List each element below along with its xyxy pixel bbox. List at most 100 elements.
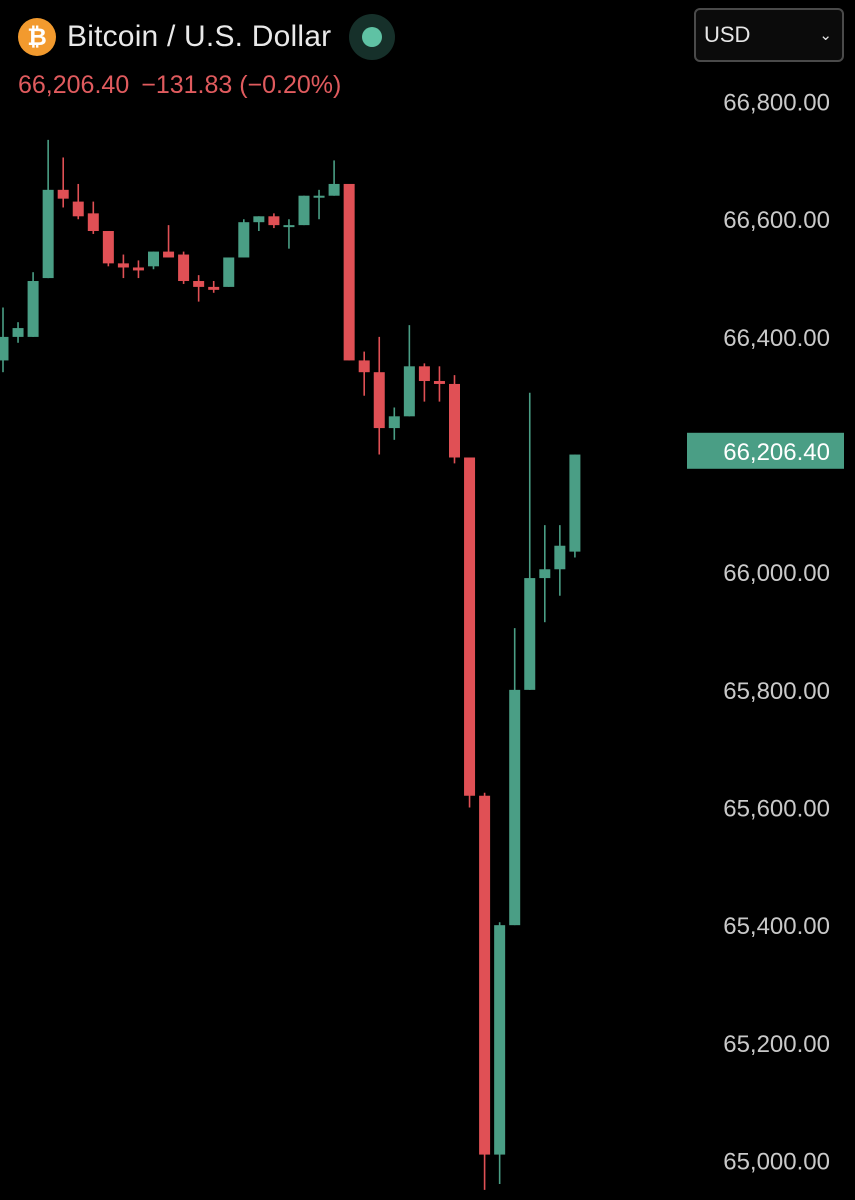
- candle: [87, 201, 99, 234]
- candle: [72, 183, 84, 220]
- candle-body: [208, 286, 220, 290]
- candle-body: [238, 222, 250, 258]
- candle-body: [12, 328, 24, 337]
- last-price-label: 66,206.40: [723, 439, 830, 466]
- quote-line: 66,206.40 −131.83 (−0.20%): [18, 71, 341, 100]
- candle-body: [0, 336, 9, 361]
- candle: [328, 160, 340, 196]
- candle: [0, 307, 9, 373]
- candle: [163, 225, 175, 258]
- candle: [253, 216, 265, 232]
- candle-body: [283, 225, 295, 228]
- candle-body: [193, 281, 205, 287]
- y-tick-label: 66,800.00: [723, 90, 830, 117]
- chevron-down-icon: ⌄: [819, 26, 832, 44]
- candle-body: [268, 216, 280, 226]
- candles-layer: [0, 139, 581, 1190]
- candle-body: [313, 195, 325, 198]
- candle: [283, 219, 295, 249]
- candle: [524, 392, 536, 690]
- candle: [208, 281, 220, 293]
- candle: [403, 325, 415, 417]
- candle: [193, 275, 205, 302]
- candle-body: [132, 267, 144, 271]
- candle: [57, 157, 69, 208]
- candle-body: [223, 257, 235, 287]
- market-status-indicator: [349, 14, 396, 60]
- y-tick-label: 65,600.00: [723, 796, 830, 823]
- pair-title[interactable]: Bitcoin / U.S. Dollar: [67, 20, 332, 53]
- candle: [449, 375, 460, 464]
- candle: [433, 366, 445, 402]
- status-dot-icon: [362, 27, 383, 47]
- price-axis: 66,800.00 66,600.00 66,400.00 66,000.00 65,8…: [723, 90, 830, 1176]
- candle-body: [148, 251, 159, 267]
- candle: [102, 231, 114, 267]
- candle-body: [509, 689, 521, 926]
- candle-body: [373, 372, 385, 429]
- candle: [479, 792, 491, 1190]
- candle-body: [102, 231, 114, 264]
- y-tick-label: 66,000.00: [723, 560, 830, 587]
- last-price-marker: 66,206.40: [687, 432, 844, 469]
- candle: [373, 336, 385, 455]
- candle: [42, 139, 54, 279]
- y-tick-label: 66,400.00: [723, 325, 830, 352]
- candle-body: [253, 216, 265, 223]
- bitcoin-icon: ₿: [18, 18, 56, 56]
- candle-body: [539, 569, 551, 579]
- candle: [27, 272, 39, 337]
- candle: [148, 251, 159, 270]
- candle-body: [388, 416, 400, 429]
- candle-body: [418, 366, 430, 382]
- candle-body: [72, 201, 84, 217]
- currency-select[interactable]: USD ⌄: [694, 8, 844, 62]
- candle: [494, 922, 506, 1184]
- candle-body: [343, 183, 355, 361]
- candle: [388, 407, 400, 440]
- candle-body: [479, 795, 491, 1155]
- candle-body: [403, 366, 415, 417]
- candle: [569, 454, 581, 558]
- candle-body: [87, 213, 99, 232]
- last-price: 66,206.40: [18, 71, 130, 99]
- y-tick-label: 65,200.00: [723, 1031, 830, 1058]
- candle: [178, 251, 190, 284]
- candle: [298, 195, 310, 226]
- candle: [509, 628, 521, 926]
- candle: [117, 254, 129, 279]
- y-tick-label: 65,400.00: [723, 913, 830, 940]
- candle-body: [298, 195, 310, 226]
- candle: [313, 189, 325, 220]
- currency-value: USD: [704, 22, 751, 47]
- y-tick-label: 65,800.00: [723, 678, 830, 705]
- candle: [539, 525, 551, 623]
- candle-body: [569, 454, 581, 552]
- candle-body: [163, 251, 175, 258]
- candle: [223, 257, 235, 287]
- candle-body: [524, 578, 536, 690]
- candle: [132, 260, 144, 279]
- candle: [12, 322, 24, 343]
- candle: [418, 363, 430, 402]
- candle-body: [328, 183, 340, 196]
- chart-header: ₿ Bitcoin / U.S. Dollar: [18, 14, 396, 60]
- candle: [358, 351, 370, 396]
- candle: [268, 213, 280, 229]
- candle-body: [554, 545, 566, 570]
- candle-body: [464, 457, 476, 796]
- last-price-badge: [687, 432, 844, 469]
- candle-body: [433, 381, 445, 384]
- candle-body: [178, 254, 190, 282]
- candle: [238, 219, 250, 258]
- candle-body: [449, 383, 460, 458]
- candle-body: [358, 360, 370, 373]
- candle-body: [27, 281, 39, 337]
- y-tick-label: 65,000.00: [723, 1148, 830, 1175]
- candle-body: [117, 263, 129, 268]
- candle-body: [57, 189, 69, 199]
- candle-body: [494, 925, 506, 1155]
- candle-body: [42, 189, 54, 279]
- candle: [343, 183, 355, 361]
